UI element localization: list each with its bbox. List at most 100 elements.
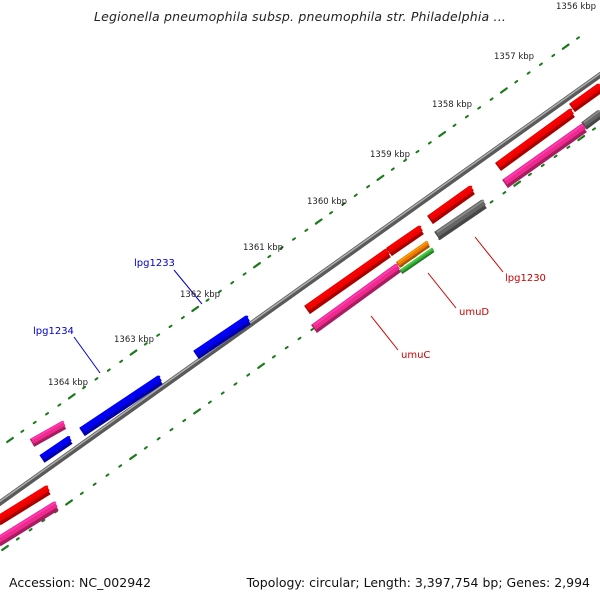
minor-tick bbox=[366, 184, 371, 189]
minor-tick bbox=[576, 36, 580, 40]
major-tick bbox=[376, 174, 385, 181]
gene-label[interactable]: lpg1230 bbox=[505, 273, 546, 284]
minor-tick bbox=[341, 202, 346, 206]
minor-tick bbox=[592, 127, 596, 131]
major-tick bbox=[577, 134, 586, 142]
gene-umuD-green[interactable] bbox=[399, 247, 435, 275]
minor-tick bbox=[477, 106, 482, 110]
minor-tick bbox=[292, 237, 296, 241]
minor-tick bbox=[169, 427, 174, 432]
gene-red-edge[interactable] bbox=[569, 83, 600, 113]
minor-tick bbox=[489, 97, 494, 101]
major-tick bbox=[499, 87, 508, 94]
leader-line bbox=[474, 236, 504, 273]
gene-red-short[interactable] bbox=[386, 225, 424, 257]
minor-tick bbox=[230, 280, 235, 285]
gene-label[interactable]: umuC bbox=[401, 350, 430, 361]
major-tick bbox=[561, 43, 570, 50]
gene-label[interactable]: lpg1234 bbox=[33, 326, 74, 337]
minor-tick bbox=[353, 193, 358, 198]
major-tick bbox=[193, 408, 202, 415]
ruler-label: 1356 kbp bbox=[556, 2, 596, 12]
minor-tick bbox=[415, 149, 420, 154]
gene-gray-edge[interactable] bbox=[581, 109, 600, 130]
minor-tick bbox=[207, 400, 212, 404]
minor-tick bbox=[82, 385, 87, 390]
ruler-label: 1361 kbp bbox=[243, 243, 283, 253]
ruler-label: 1360 kbp bbox=[307, 197, 347, 207]
minor-tick bbox=[297, 336, 302, 341]
minor-tick bbox=[284, 345, 289, 350]
minor-tick bbox=[15, 537, 20, 541]
ruler-label: 1363 kbp bbox=[114, 335, 154, 345]
major-tick bbox=[67, 393, 76, 400]
gene-features bbox=[0, 83, 600, 547]
minor-tick bbox=[502, 191, 507, 195]
gene-lpg1233[interactable] bbox=[193, 315, 251, 360]
minor-tick bbox=[220, 391, 225, 395]
minor-tick bbox=[168, 324, 173, 329]
minor-tick bbox=[403, 158, 408, 163]
minor-tick bbox=[246, 373, 251, 377]
minor-tick bbox=[452, 123, 457, 128]
major-tick bbox=[65, 499, 73, 506]
gene-red-mid[interactable] bbox=[427, 185, 475, 225]
outer-tick-ring bbox=[6, 36, 580, 444]
gene-umuD-orange[interactable] bbox=[395, 240, 431, 268]
ruler-label: 1358 kbp bbox=[432, 100, 472, 110]
gene-lpg1234[interactable] bbox=[79, 375, 163, 437]
gene-blue-small[interactable] bbox=[39, 435, 73, 463]
inner-tick-ring bbox=[1, 127, 596, 552]
gene-pink-long[interactable] bbox=[502, 123, 587, 189]
map-title: Legionella pneumophila subsp. pneumophil… bbox=[93, 9, 507, 24]
major-tick bbox=[253, 262, 261, 269]
major-tick bbox=[257, 362, 266, 369]
leader-line bbox=[427, 272, 457, 309]
gene-pink-left[interactable] bbox=[0, 501, 59, 547]
minor-tick bbox=[489, 200, 494, 204]
gene-label[interactable]: umuD bbox=[459, 307, 489, 318]
minor-tick bbox=[538, 62, 543, 66]
gene-red-long[interactable] bbox=[495, 108, 575, 172]
minor-tick bbox=[279, 246, 284, 250]
minor-tick bbox=[267, 254, 272, 259]
minor-tick bbox=[143, 342, 148, 346]
genome-backbone-highlight bbox=[0, 72, 600, 503]
minor-tick bbox=[119, 359, 124, 364]
minor-tick bbox=[105, 473, 110, 477]
ruler-label: 1359 kbp bbox=[370, 150, 410, 160]
minor-tick bbox=[205, 298, 210, 302]
minor-tick bbox=[143, 446, 148, 450]
minor-tick bbox=[20, 429, 25, 433]
minor-tick bbox=[156, 436, 161, 441]
minor-tick bbox=[540, 163, 545, 168]
genome-summary-text: Topology: circular; Length: 3,397,754 bp… bbox=[246, 575, 590, 590]
minor-tick bbox=[304, 228, 309, 232]
ruler-label: 1364 kbp bbox=[48, 378, 88, 388]
gene-pink-small[interactable] bbox=[29, 420, 67, 447]
minor-tick bbox=[526, 71, 531, 75]
minor-tick bbox=[553, 154, 558, 159]
minor-tick bbox=[182, 418, 187, 423]
ruler-label: 1362 kbp bbox=[180, 290, 220, 300]
minor-tick bbox=[390, 167, 395, 171]
minor-tick bbox=[156, 333, 161, 337]
minor-tick bbox=[32, 420, 37, 425]
minor-tick bbox=[427, 141, 432, 145]
major-tick bbox=[513, 180, 522, 187]
leader-line bbox=[73, 336, 101, 374]
gene-umuC[interactable] bbox=[311, 263, 401, 334]
major-tick bbox=[438, 130, 447, 138]
minor-tick bbox=[271, 355, 276, 359]
gene-red-left[interactable] bbox=[0, 485, 51, 526]
minor-tick bbox=[514, 79, 519, 84]
leader-line bbox=[370, 315, 399, 351]
gene-label[interactable]: lpg1233 bbox=[134, 258, 175, 269]
minor-tick bbox=[92, 482, 97, 486]
gene-umuC-red[interactable] bbox=[304, 248, 391, 315]
minor-tick bbox=[28, 528, 33, 532]
gene-lpg1230[interactable] bbox=[434, 199, 487, 241]
minor-tick bbox=[464, 114, 469, 119]
minor-tick bbox=[551, 53, 556, 58]
